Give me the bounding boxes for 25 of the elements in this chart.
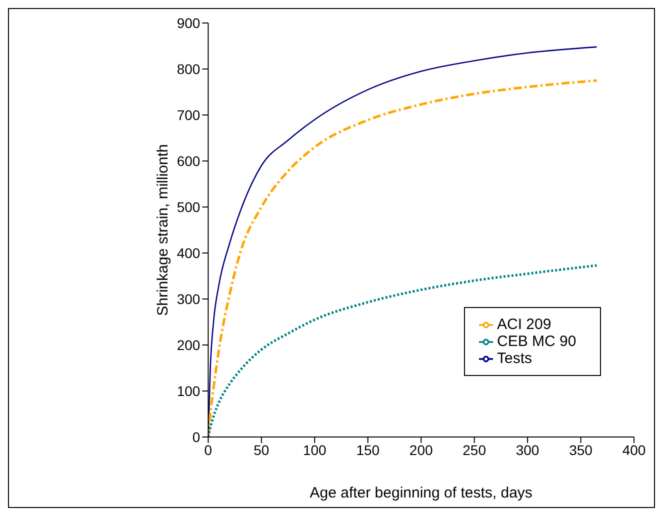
x-tick-label: 250 <box>462 442 486 458</box>
x-tick-label: 350 <box>569 442 593 458</box>
y-tick-label: 300 <box>176 290 200 307</box>
y-tick-label: 100 <box>176 382 200 399</box>
x-tick-label: 150 <box>356 442 380 458</box>
x-tick-label: 200 <box>409 442 433 458</box>
y-tick-label: 400 <box>176 244 200 261</box>
y-tick-label: 600 <box>176 152 200 169</box>
x-axis-title: Age after beginning of tests, days <box>310 484 532 502</box>
y-tick-label: 800 <box>176 60 200 77</box>
x-tick-label: 300 <box>516 442 540 458</box>
y-tick-label: 200 <box>176 336 200 353</box>
x-tick-label: 400 <box>622 442 646 458</box>
x-tick-label: 0 <box>204 442 212 458</box>
line-series <box>208 264 598 437</box>
legend-label: ACI 209 <box>497 316 552 333</box>
x-tick-label: 100 <box>302 442 327 458</box>
y-tick-label: 900 <box>176 14 200 31</box>
legend-label: CEB MC 90 <box>497 333 576 350</box>
y-tick-label: 0 <box>192 428 200 445</box>
y-tick-label: 700 <box>176 106 200 123</box>
y-tick-label: 500 <box>176 198 200 215</box>
y-axis-title: Shrinkage strain, millionth <box>154 144 172 316</box>
legend-label: Tests <box>497 350 532 367</box>
x-tick-label: 50 <box>254 442 270 458</box>
